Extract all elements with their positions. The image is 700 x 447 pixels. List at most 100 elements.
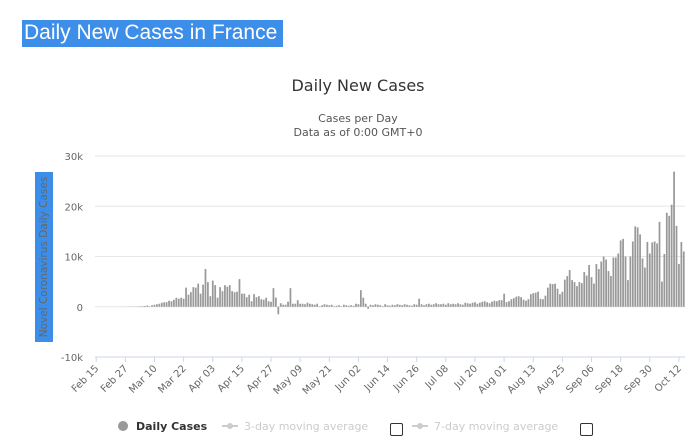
bar <box>486 302 488 307</box>
bar <box>296 300 299 307</box>
bar <box>525 300 527 307</box>
bar <box>325 304 328 307</box>
bar <box>287 301 289 307</box>
bar <box>357 304 360 307</box>
bar <box>520 297 522 307</box>
x-tick-label: Apr 15 <box>216 363 247 394</box>
legend-label: 3-day moving average <box>244 420 368 433</box>
bar <box>393 305 396 307</box>
bar <box>347 305 350 307</box>
bar <box>177 298 180 307</box>
bar <box>313 304 316 307</box>
bar <box>141 306 144 307</box>
legend-checkbox[interactable] <box>390 423 403 436</box>
bar <box>461 304 464 307</box>
bar <box>211 280 214 307</box>
x-tick-label: May 21 <box>301 363 335 397</box>
bar <box>279 303 282 307</box>
bar <box>158 303 161 307</box>
bar <box>306 302 309 307</box>
bar <box>267 301 270 307</box>
bar <box>430 304 433 307</box>
bar <box>498 300 501 307</box>
bar <box>221 291 224 307</box>
bar <box>605 259 607 307</box>
bar <box>571 280 573 307</box>
bar <box>321 305 323 307</box>
bar <box>185 287 187 307</box>
bar <box>338 305 340 307</box>
bar <box>675 225 678 307</box>
bar <box>355 303 357 307</box>
chart-subtitle: Data as of 0:00 GMT+0 <box>294 126 423 139</box>
bar <box>292 303 294 307</box>
bar <box>653 241 656 307</box>
bar <box>595 264 598 307</box>
bar <box>588 265 590 307</box>
bar <box>559 294 561 307</box>
bar <box>282 304 285 307</box>
legend-marker <box>417 423 423 429</box>
bar <box>617 253 620 307</box>
bar <box>510 299 513 307</box>
bar <box>289 288 292 307</box>
page-heading: Daily New Cases in France <box>22 20 284 47</box>
bar <box>488 303 491 307</box>
bar <box>551 284 554 307</box>
bar <box>469 303 471 307</box>
bar <box>272 288 275 307</box>
bar <box>517 296 520 307</box>
bar <box>258 296 260 307</box>
bar <box>563 279 566 307</box>
bar <box>143 305 146 307</box>
bar <box>432 304 435 307</box>
bar <box>641 258 644 307</box>
bar <box>425 304 428 307</box>
bar <box>233 292 236 307</box>
bar <box>187 294 190 307</box>
bar <box>636 227 639 307</box>
legend-checkbox[interactable] <box>580 423 593 436</box>
bar <box>678 264 680 307</box>
bar <box>542 299 544 307</box>
bar <box>170 301 173 307</box>
bar <box>444 304 447 307</box>
legend-label: 7-day moving average <box>434 420 558 433</box>
bar <box>478 302 481 307</box>
bar <box>362 297 365 307</box>
bar <box>593 283 595 307</box>
bar <box>554 283 556 307</box>
bar <box>420 304 423 307</box>
bar <box>682 251 685 307</box>
chart-title: Daily New Cases <box>291 76 424 95</box>
bar <box>639 234 641 307</box>
bar <box>406 304 408 307</box>
bar <box>352 305 355 307</box>
bar <box>471 302 474 307</box>
bar <box>576 286 578 307</box>
x-tick-label: Oct 12 <box>653 363 684 394</box>
bar <box>493 300 496 307</box>
bar <box>253 294 255 307</box>
bar <box>199 293 202 307</box>
bar <box>202 284 204 307</box>
bar <box>629 256 632 307</box>
bar <box>476 303 479 307</box>
bar <box>561 291 564 307</box>
bar <box>260 299 263 307</box>
bar <box>410 305 413 307</box>
x-tick-label: Jul 08 <box>423 363 451 391</box>
bar <box>583 272 586 307</box>
bar <box>277 306 280 315</box>
x-tick-label: Aug 25 <box>535 363 568 396</box>
x-tick-label: Apr 03 <box>187 363 218 394</box>
bar <box>483 301 486 307</box>
bar <box>648 253 651 307</box>
bar <box>367 306 370 309</box>
bar <box>219 287 221 307</box>
x-tick-label: Aug 01 <box>476 363 509 396</box>
bar <box>381 306 384 307</box>
bar <box>160 302 163 307</box>
bar <box>454 304 457 307</box>
bar <box>384 304 387 307</box>
